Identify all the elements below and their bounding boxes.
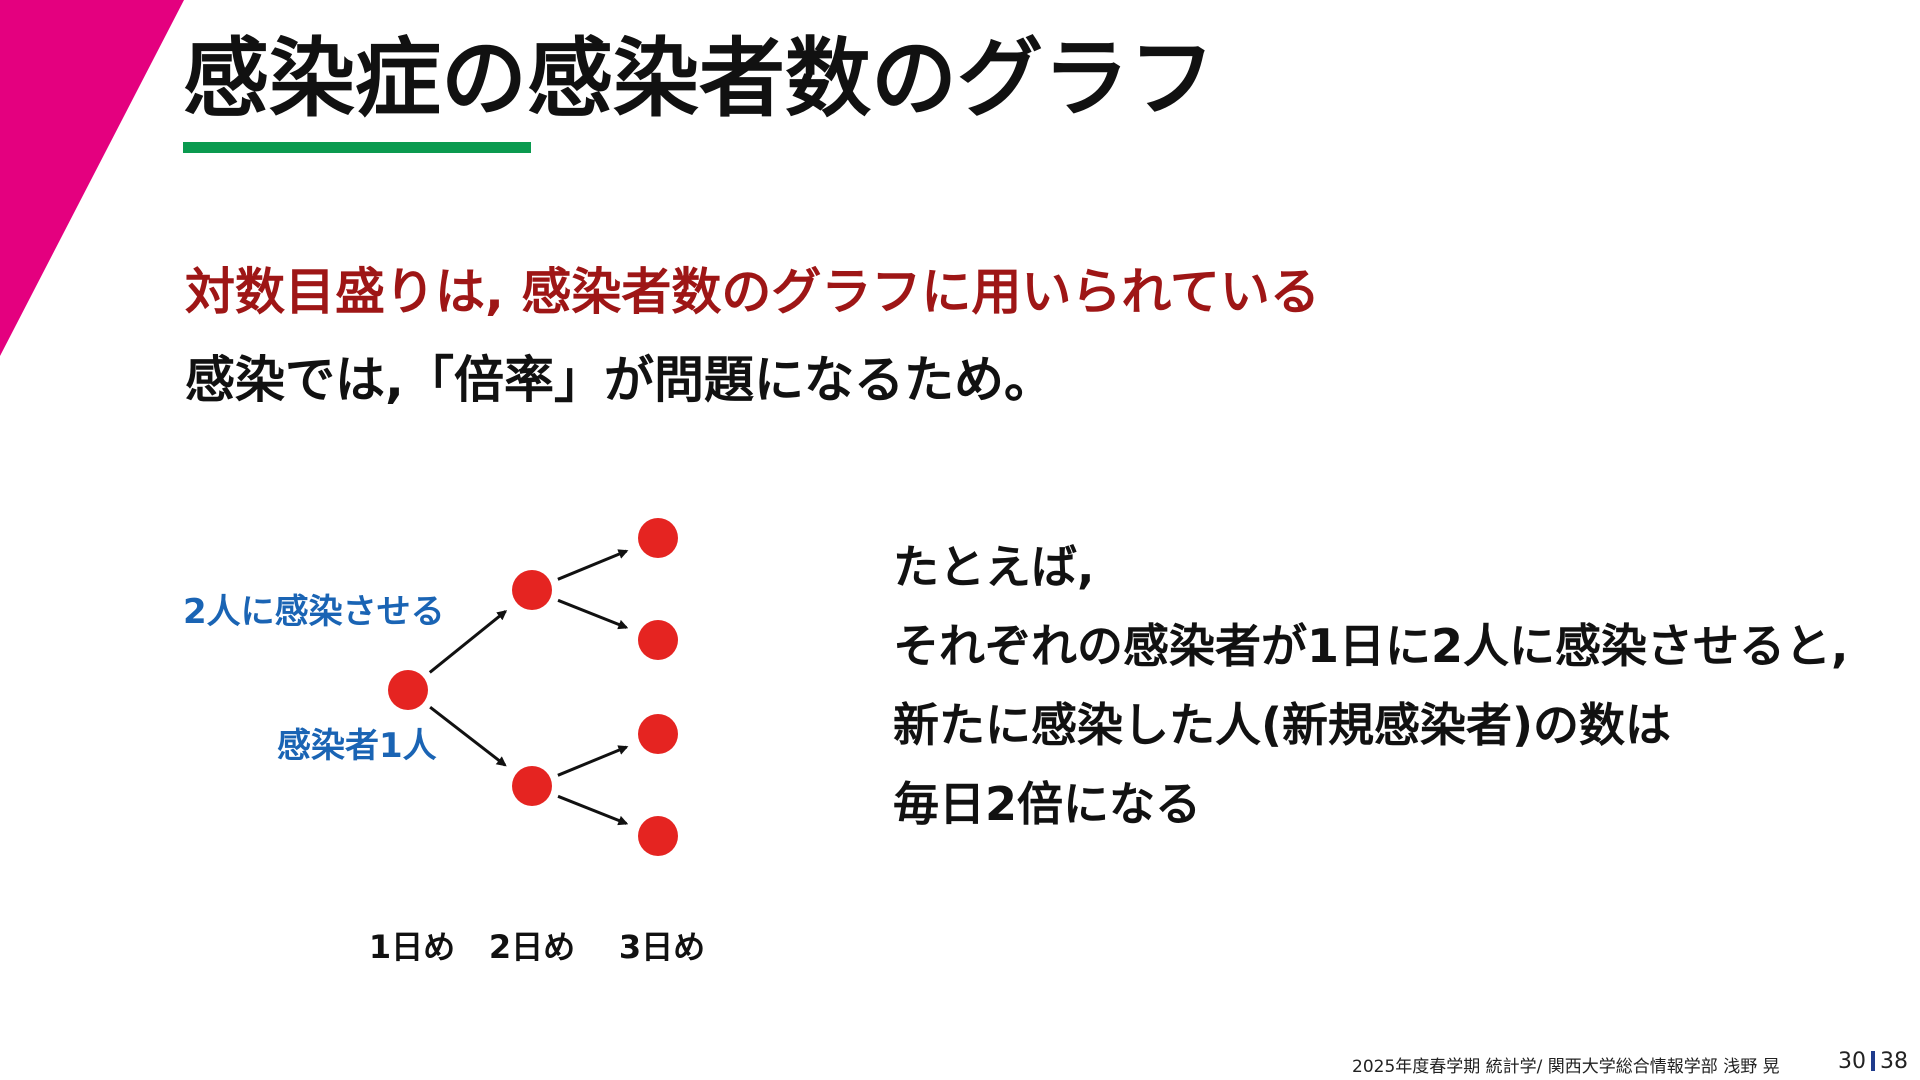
infected-person-day3-0 (638, 518, 678, 558)
footer-course: 2025年度春学期 統計学/ 関西大学総合情報学部 浅野 晃 (1352, 1057, 1780, 1077)
spread-arrow-day1-0-0 (428, 610, 508, 674)
infected-person-day1-0 (388, 670, 428, 710)
day-label-2: 2日め (489, 928, 575, 966)
subline-text: 感染では,「倍率」が問題になるため。 (185, 351, 1054, 409)
explanation-line-1: たとえば, (893, 540, 1095, 594)
tree-nodes (388, 518, 678, 856)
label-infected: 感染者1人 (277, 726, 437, 766)
tree-edges (428, 549, 629, 826)
page-divider (1871, 1051, 1875, 1071)
corner-accent-triangle (0, 0, 184, 356)
explanation-block: たとえば, それぞれの感染者が1日に2人に感染させると, 新たに感染した人(新規… (893, 528, 1849, 844)
page-current: 30 (1838, 1049, 1866, 1074)
headline-text: 対数目盛りは, 感染者数のグラフに用いられている (185, 263, 1320, 321)
day-label-1: 1日め (369, 928, 455, 966)
infected-person-day2-1 (512, 766, 552, 806)
label-spread: 2人に感染させる (183, 592, 445, 632)
infected-person-day3-2 (638, 714, 678, 754)
spread-arrow-day2-1-1 (557, 794, 629, 826)
infected-person-day3-3 (638, 816, 678, 856)
page-total: 38 (1880, 1049, 1908, 1074)
spread-arrow-day1-0-1 (429, 705, 507, 767)
infected-person-day2-0 (512, 570, 552, 610)
spread-arrow-day2-0-1 (557, 598, 629, 630)
infected-person-day3-1 (638, 620, 678, 660)
title-underline (183, 142, 531, 153)
explanation-line-3: 新たに感染した人(新規感染者)の数は (893, 698, 1672, 752)
day-label-3: 3日め (619, 928, 705, 966)
slide-title: 感染症の感染者数のグラフ (183, 29, 1215, 129)
page-number: 30 38 (1838, 1049, 1908, 1074)
explanation-line-4: 毎日2倍になる (893, 777, 1202, 831)
spread-arrow-day2-1-0 (557, 745, 629, 777)
spread-arrow-day2-0-0 (557, 549, 629, 581)
explanation-line-2: それぞれの感染者が1日に2人に感染させると, (893, 619, 1849, 673)
